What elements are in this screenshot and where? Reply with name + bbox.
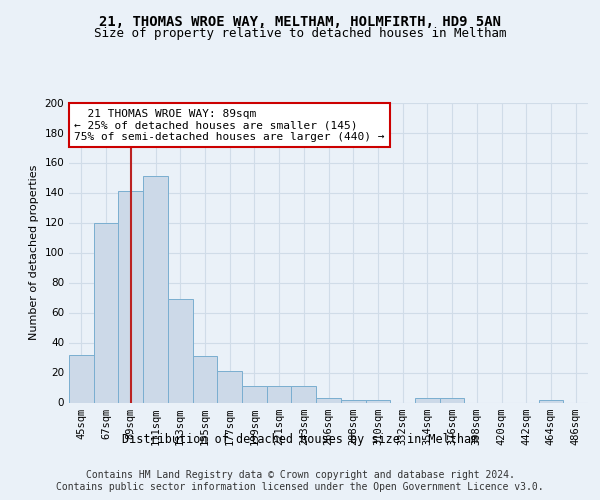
Y-axis label: Number of detached properties: Number of detached properties <box>29 165 39 340</box>
Bar <box>217 371 242 402</box>
Bar <box>69 354 94 403</box>
Text: Size of property relative to detached houses in Meltham: Size of property relative to detached ho… <box>94 28 506 40</box>
Bar <box>193 356 217 403</box>
Text: Contains HM Land Registry data © Crown copyright and database right 2024.
Contai: Contains HM Land Registry data © Crown c… <box>56 470 544 492</box>
Bar <box>292 386 316 402</box>
Text: Distribution of detached houses by size in Meltham: Distribution of detached houses by size … <box>122 432 478 446</box>
Bar <box>316 398 341 402</box>
Bar <box>242 386 267 402</box>
Text: 21, THOMAS WROE WAY, MELTHAM, HOLMFIRTH, HD9 5AN: 21, THOMAS WROE WAY, MELTHAM, HOLMFIRTH,… <box>99 15 501 29</box>
Bar <box>94 222 118 402</box>
Bar <box>168 299 193 403</box>
Bar <box>118 191 143 402</box>
Bar <box>440 398 464 402</box>
Bar <box>415 398 440 402</box>
Text: 21 THOMAS WROE WAY: 89sqm
← 25% of detached houses are smaller (145)
75% of semi: 21 THOMAS WROE WAY: 89sqm ← 25% of detac… <box>74 108 385 142</box>
Bar <box>143 176 168 402</box>
Bar <box>365 400 390 402</box>
Bar <box>539 400 563 402</box>
Bar <box>267 386 292 402</box>
Bar <box>341 400 365 402</box>
